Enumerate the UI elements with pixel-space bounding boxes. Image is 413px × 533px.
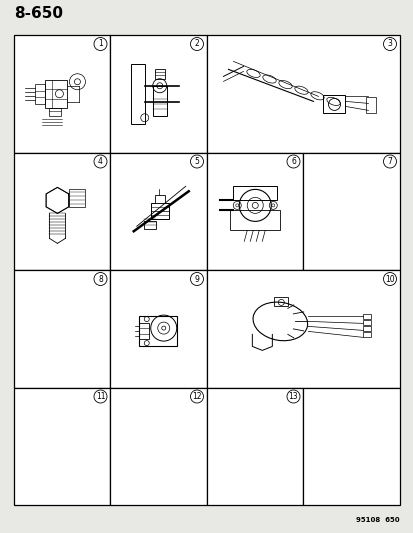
Bar xyxy=(274,297,287,306)
Bar xyxy=(363,320,370,326)
Bar xyxy=(363,333,370,337)
Bar xyxy=(14,270,110,387)
Circle shape xyxy=(190,155,203,168)
Bar xyxy=(131,64,145,124)
Text: 3: 3 xyxy=(387,39,392,49)
Bar xyxy=(154,69,164,79)
Bar xyxy=(45,80,67,108)
Bar xyxy=(206,387,303,505)
Circle shape xyxy=(382,155,396,168)
Circle shape xyxy=(94,272,107,286)
Text: 9: 9 xyxy=(194,274,199,284)
Bar xyxy=(69,189,85,207)
Bar xyxy=(230,211,280,230)
Text: 8: 8 xyxy=(98,274,102,284)
Circle shape xyxy=(190,272,203,286)
Bar xyxy=(36,84,45,104)
Bar xyxy=(110,270,206,387)
Bar xyxy=(110,152,206,270)
Bar xyxy=(152,86,166,116)
Bar xyxy=(138,323,148,339)
Circle shape xyxy=(382,37,396,51)
Circle shape xyxy=(190,390,203,403)
Circle shape xyxy=(94,390,107,403)
Circle shape xyxy=(190,37,203,51)
Bar xyxy=(14,35,110,152)
Bar xyxy=(303,387,399,505)
Circle shape xyxy=(94,37,107,51)
Bar xyxy=(366,98,375,114)
Text: 10: 10 xyxy=(384,274,394,284)
Bar xyxy=(14,387,110,505)
Text: 2: 2 xyxy=(194,39,199,49)
Bar xyxy=(110,387,206,505)
Bar xyxy=(150,203,169,219)
Circle shape xyxy=(286,155,299,168)
Text: 1: 1 xyxy=(98,39,102,49)
Bar xyxy=(206,270,399,387)
Bar xyxy=(143,221,155,229)
Bar xyxy=(303,152,399,270)
Text: 8-650: 8-650 xyxy=(14,6,63,21)
Bar xyxy=(49,108,61,116)
Circle shape xyxy=(286,390,299,403)
Bar xyxy=(206,35,399,152)
Bar xyxy=(233,187,277,200)
Text: 12: 12 xyxy=(192,392,201,401)
Circle shape xyxy=(94,155,107,168)
Text: 7: 7 xyxy=(387,157,392,166)
Text: 95108  650: 95108 650 xyxy=(356,517,399,523)
Bar xyxy=(323,95,345,114)
Text: 4: 4 xyxy=(98,157,103,166)
Text: 11: 11 xyxy=(95,392,105,401)
Bar xyxy=(363,326,370,332)
Bar xyxy=(138,316,176,346)
Bar xyxy=(14,152,110,270)
Bar xyxy=(363,314,370,319)
Circle shape xyxy=(382,272,396,286)
Bar xyxy=(110,35,206,152)
Bar xyxy=(154,195,164,203)
Text: 13: 13 xyxy=(288,392,298,401)
Bar xyxy=(206,152,303,270)
Text: 6: 6 xyxy=(290,157,295,166)
Text: 5: 5 xyxy=(194,157,199,166)
